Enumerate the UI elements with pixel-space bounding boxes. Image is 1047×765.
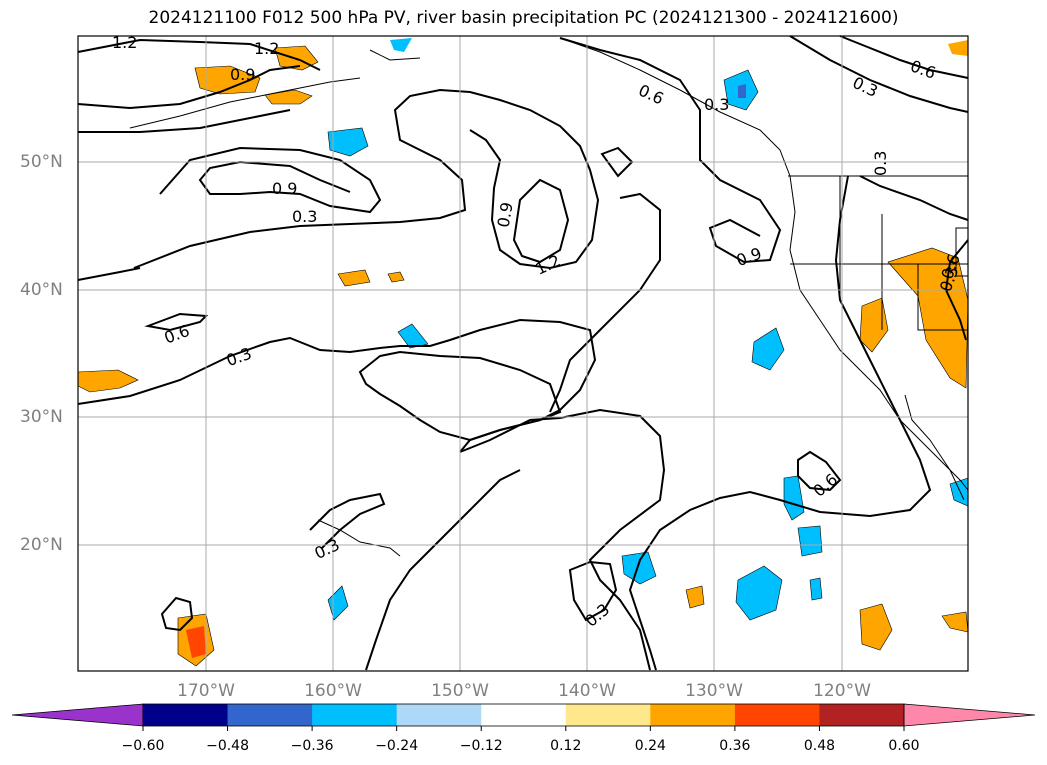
colorbar-extend-min <box>11 703 144 727</box>
contour-label: 0.3 <box>312 535 343 563</box>
colorbar-tick-label: 0.36 <box>719 738 751 754</box>
lon-label-140w: 140°W <box>558 681 616 701</box>
contour-label: 0.6 <box>636 80 667 108</box>
colorbar-tick-label: −0.48 <box>206 738 249 754</box>
contour-label: 0.3 <box>871 151 890 176</box>
contour-label: 0.9 <box>494 201 517 229</box>
colorbar-cell <box>650 704 736 726</box>
lon-label-130w: 130°W <box>685 681 743 701</box>
contour-label: 1.2 <box>532 251 563 279</box>
colorbar-tick-label: −0.12 <box>459 738 503 754</box>
colorbar-cell <box>565 704 651 726</box>
lat-label-20n: 20°N <box>20 535 63 555</box>
lon-label-160w: 160°W <box>304 681 362 701</box>
coastline <box>129 37 969 557</box>
contour-label: 1.2 <box>112 33 137 52</box>
colorbar-tick-label: −0.36 <box>290 738 334 754</box>
lat-label-50n: 50°N <box>20 152 63 172</box>
colorbar-cell <box>734 704 820 726</box>
contour-label: 0.6 <box>908 56 938 83</box>
colorbar-cell <box>143 704 229 726</box>
precip-shading <box>77 38 969 667</box>
colorbar-cell <box>396 704 482 726</box>
colorbar-cell <box>819 704 905 726</box>
colorbar-tick-label: 0.12 <box>550 738 582 754</box>
colorbar-cell <box>481 704 567 726</box>
contour-label: 0.9 <box>272 179 297 198</box>
contour-label: 0.3 <box>704 95 729 114</box>
lat-label-30n: 30°N <box>20 407 63 427</box>
colorbar-extend-max <box>903 703 1036 727</box>
lat-label-40n: 40°N <box>20 280 63 300</box>
lon-label-150w: 150°W <box>431 681 489 701</box>
colorbar-tick-label: −0.24 <box>375 738 419 754</box>
lon-label-120w: 120°W <box>813 681 871 701</box>
graticule <box>78 36 968 671</box>
contour-label: 1.2 <box>254 39 279 58</box>
contour-label: 0.3 <box>224 344 254 371</box>
contour-label: 0.9 <box>734 244 764 271</box>
contour-labels: 1.2 1.2 0.9 0.9 0.3 0.9 1.2 0.6 0.3 0.6 … <box>112 33 964 631</box>
colorbar-tick-label: 0.48 <box>803 738 836 754</box>
contour-label: 0.3 <box>292 207 317 226</box>
colorbar-cell <box>312 704 398 726</box>
contour-label: 0.9 <box>230 65 255 84</box>
pv-contours <box>77 35 969 671</box>
lon-label-170w: 170°W <box>177 681 235 701</box>
colorbar <box>11 703 1036 731</box>
colorbar-tick-label: 0.60 <box>888 738 920 754</box>
colorbar-tick-label: −0.60 <box>121 738 165 754</box>
colorbar-cell <box>227 704 313 726</box>
map-title: 2024121100 F012 500 hPa PV, river basin … <box>148 8 899 28</box>
map-frame <box>77 35 969 672</box>
contour-label: 0.3 <box>850 73 881 101</box>
colorbar-tick-label: 0.24 <box>634 738 666 754</box>
